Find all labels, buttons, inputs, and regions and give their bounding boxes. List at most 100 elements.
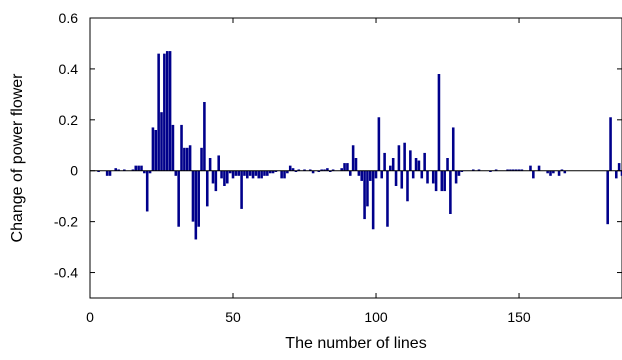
- bar: [105, 170, 109, 176]
- bar: [140, 165, 143, 171]
- y-tick-label: 0.4: [59, 61, 79, 77]
- bar: [494, 169, 498, 171]
- bar: [174, 170, 178, 176]
- bar: [546, 170, 549, 174]
- bar: [271, 170, 275, 174]
- bar: [512, 169, 515, 171]
- bar: [248, 170, 252, 176]
- bar: [280, 170, 283, 179]
- bar: [317, 170, 321, 172]
- bar: [157, 53, 160, 171]
- bar: [391, 158, 395, 171]
- bar: [331, 169, 335, 171]
- bar: [154, 130, 158, 171]
- bar: [263, 170, 266, 176]
- bar: [423, 152, 426, 171]
- bar: [389, 165, 392, 171]
- bar: [409, 150, 412, 171]
- bar: [291, 168, 295, 171]
- bar: [177, 170, 180, 227]
- bar: [460, 170, 464, 172]
- bar: [394, 170, 398, 186]
- bar: [506, 169, 509, 171]
- bar: [403, 142, 406, 171]
- bar: [251, 170, 255, 179]
- bar: [371, 170, 375, 230]
- bar: [446, 158, 449, 171]
- bar: [220, 170, 223, 179]
- x-tick-label: 150: [507, 309, 531, 325]
- bar: [383, 152, 386, 171]
- bar: [283, 170, 286, 179]
- bar: [471, 169, 475, 171]
- bar: [328, 170, 332, 172]
- bar: [397, 145, 401, 171]
- bar: [517, 169, 521, 171]
- bar: [326, 168, 329, 171]
- bar: [426, 170, 429, 184]
- bar: [188, 145, 192, 171]
- bar: [200, 147, 203, 171]
- bar: [311, 170, 315, 174]
- bar: [477, 169, 481, 171]
- bar: [400, 170, 404, 189]
- bar: [165, 51, 169, 171]
- bar: [171, 124, 175, 171]
- x-tick-label: 100: [364, 309, 388, 325]
- bar: [168, 51, 172, 171]
- x-axis-label: The number of lines: [285, 335, 426, 352]
- bar: [434, 170, 438, 192]
- bar: [180, 124, 183, 171]
- bar: [457, 170, 461, 176]
- bar: [191, 170, 195, 222]
- bar: [323, 169, 326, 171]
- bar: [148, 170, 152, 174]
- bar: [386, 170, 389, 227]
- bar: [348, 170, 352, 176]
- bar: [557, 170, 561, 176]
- bar: [431, 170, 435, 184]
- bar: [145, 170, 149, 212]
- bar: [203, 102, 206, 171]
- bar: [440, 170, 444, 192]
- bar: [514, 169, 518, 171]
- bar: [606, 170, 609, 225]
- bar-series: [97, 51, 622, 240]
- y-tick-label: 0.6: [59, 10, 79, 26]
- bar: [529, 165, 532, 171]
- bar: [108, 170, 112, 176]
- bar: [208, 158, 212, 171]
- bar: [346, 163, 349, 171]
- bar: [205, 170, 209, 207]
- y-tick-label: 0: [70, 163, 78, 179]
- bar: [363, 170, 366, 220]
- bar: [274, 170, 278, 172]
- bar: [211, 170, 215, 184]
- bar: [417, 160, 421, 171]
- bar: [406, 170, 409, 202]
- bar: [297, 169, 301, 171]
- bar: [369, 170, 372, 181]
- bar: [131, 169, 135, 171]
- bar: [560, 169, 564, 171]
- bar: [134, 165, 138, 171]
- bar: [563, 170, 567, 174]
- bar: [137, 165, 140, 171]
- bar: [609, 117, 612, 171]
- bar: [268, 170, 272, 174]
- bar: [489, 170, 492, 172]
- bar: [197, 170, 200, 227]
- bar: [360, 170, 363, 181]
- bar: [260, 170, 263, 179]
- bar: [366, 170, 369, 207]
- bar: [437, 74, 441, 171]
- bar: [509, 169, 512, 171]
- bar: [151, 127, 155, 171]
- bar: [520, 169, 524, 171]
- x-tick-label: 0: [86, 309, 94, 325]
- bar: [420, 170, 424, 179]
- bar: [343, 163, 346, 171]
- bar: [374, 170, 378, 179]
- bar: [443, 170, 446, 192]
